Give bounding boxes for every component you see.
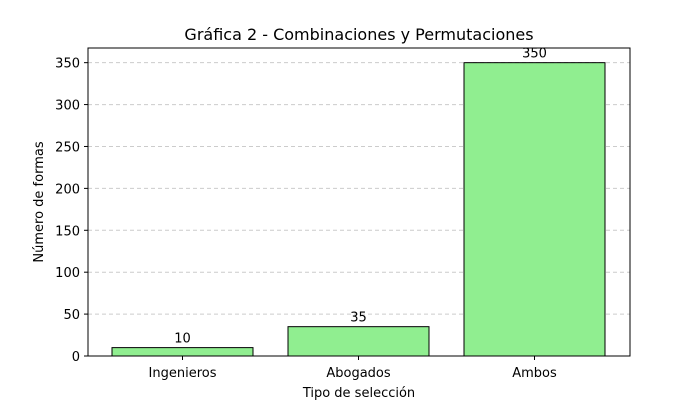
- plot-frame: [87, 47, 631, 357]
- y-tick-label: 200: [55, 182, 80, 197]
- y-tick-label: 350: [55, 57, 80, 72]
- bar-ambos: [463, 62, 606, 357]
- y-tick-label: 150: [55, 224, 80, 239]
- y-tick-label: 50: [63, 308, 80, 323]
- bar-ingenieros: [111, 347, 254, 357]
- data-label: 35: [350, 311, 367, 326]
- data-label: 10: [174, 332, 191, 347]
- y-axis-label: Número de formas: [32, 141, 47, 262]
- y-tick-label: 0: [72, 350, 80, 365]
- x-axis-label: Tipo de selección: [302, 386, 415, 400]
- bar-abogados: [287, 326, 430, 357]
- axis-ticks: 0 50 100 150 200 250 300 350 Ingenieros Abogados A…: [55, 57, 557, 381]
- chart-title: Gráfica 2 - Combinaciones y Permutacione…: [184, 25, 533, 44]
- y-tick-label: 250: [55, 140, 80, 155]
- y-tick-label: 300: [55, 99, 80, 114]
- x-tick-label: Ambos: [512, 366, 557, 381]
- x-tick-label: Ingenieros: [149, 366, 217, 381]
- x-tick-label: Abogados: [326, 366, 391, 381]
- y-tick-label: 100: [55, 266, 80, 281]
- data-label: 350: [522, 47, 547, 62]
- data-labels: 10 35 350: [174, 47, 547, 347]
